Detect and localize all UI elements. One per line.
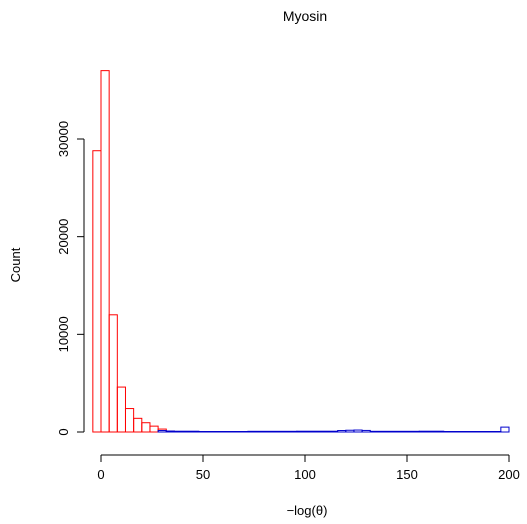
histogram-bar-1-6 — [337, 430, 347, 433]
histogram-bar-1-1 — [165, 430, 175, 433]
x-axis-label: −log(θ) — [287, 503, 328, 518]
histogram-bar-1-0 — [157, 430, 167, 433]
histogram-bar-1-5 — [296, 430, 339, 433]
histogram-bar-1-4 — [247, 430, 298, 433]
histogram-bar-1-8 — [353, 429, 363, 433]
histogram-bar-1-9 — [361, 429, 371, 433]
histogram-bar-0-6 — [141, 422, 151, 433]
x-tick-label: 200 — [498, 467, 520, 482]
y-tick-label: 30000 — [56, 121, 71, 157]
histogram-bar-0-5 — [133, 417, 143, 433]
histogram-bar-0-7 — [149, 425, 159, 433]
histogram-bar-1-13 — [500, 426, 510, 433]
y-tick-label: 20000 — [56, 219, 71, 255]
histogram-bar-1-10 — [369, 430, 420, 433]
histogram-bar-0-1 — [100, 70, 110, 433]
histogram-bar-1-7 — [345, 429, 355, 433]
x-tick-label: 50 — [196, 467, 210, 482]
y-axis-label: Count — [8, 247, 23, 282]
histogram-bar-0-3 — [116, 386, 126, 433]
x-axis: 0 50 100 150 200 — [97, 454, 520, 482]
histogram-bar-0-2 — [108, 314, 118, 433]
chart-title: Myosin — [283, 8, 327, 24]
y-axis: 0 10000 20000 30000 — [56, 121, 85, 436]
histogram-bar-1-11 — [418, 430, 445, 433]
x-tick-label: 100 — [294, 467, 316, 482]
x-tick-label: 0 — [97, 467, 104, 482]
histogram-bar-1-2 — [173, 430, 200, 433]
histogram-bar-0-4 — [124, 408, 135, 433]
y-tick-label: 0 — [56, 428, 71, 435]
y-tick-label: 10000 — [56, 316, 71, 352]
x-tick-label: 150 — [396, 467, 418, 482]
histogram-bar-0-0 — [92, 150, 102, 433]
bars-group — [92, 70, 510, 433]
